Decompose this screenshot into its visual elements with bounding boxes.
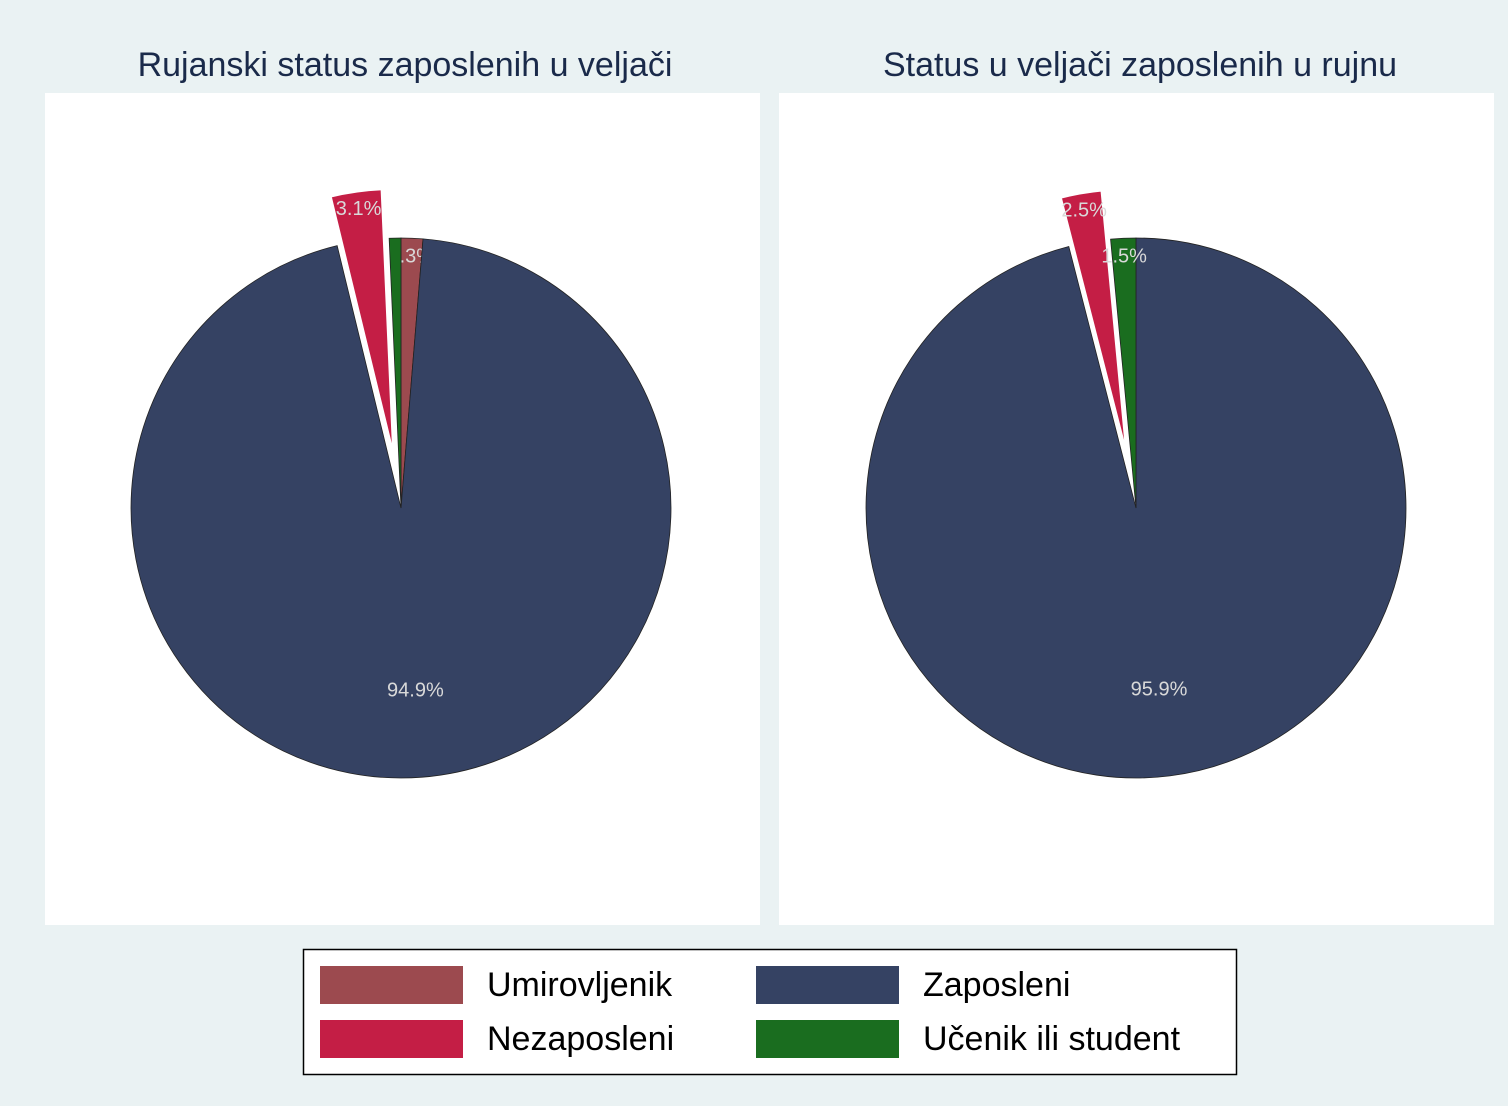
data-label: 3.1% (336, 198, 382, 220)
legend-swatch (756, 1020, 899, 1058)
chart-title: Status u veljači zaposlenih u rujnu (883, 46, 1397, 84)
legend-swatch (320, 1020, 463, 1058)
pie-slice (388, 237, 402, 509)
legend-label: Umirovljenik (487, 966, 673, 1004)
pie-slice (1110, 237, 1137, 509)
data-label: 95.9% (1131, 678, 1188, 700)
pie-slice (130, 238, 672, 779)
pie-slice (328, 187, 396, 459)
chart-title: Rujanski status zaposlenih u veljači (138, 46, 673, 84)
legend-swatch (320, 966, 463, 1004)
pie-slice (1058, 188, 1129, 460)
legend-label: Nezaposleni (487, 1020, 674, 1058)
legend-label: Učenik ili student (923, 1020, 1181, 1058)
data-label: 1.5% (1101, 245, 1147, 267)
legend-swatch (756, 966, 899, 1004)
data-label: 94.9% (387, 679, 444, 701)
data-label: 2.5% (1061, 200, 1107, 222)
legend-label: Zaposleni (923, 966, 1070, 1004)
